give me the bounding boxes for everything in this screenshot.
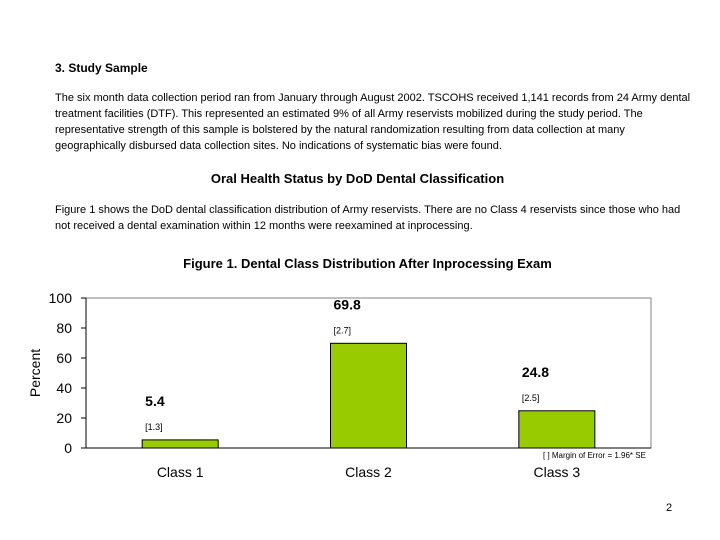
page-number: 2 [666,502,673,514]
margin-of-error-label: [2.7] [334,325,352,335]
y-tick-label: 80 [56,320,72,336]
oral-health-heading: Oral Health Status by DoD Dental Classif… [210,171,505,186]
data-label: 69.8 [334,296,361,312]
bar-class-2 [330,342,407,449]
y-tick-label: 20 [56,410,72,426]
y-tick-label: 0 [64,440,72,456]
figure-title: Figure 1. Dental Class Distribution Afte… [183,256,552,271]
bar-class-1 [141,439,219,449]
section-heading: 3. Study Sample [55,61,148,75]
x-tick-label: Class 3 [533,464,580,480]
y-tick-label: 40 [56,380,72,396]
data-label: 24.8 [522,364,549,380]
study-sample-paragraph: The six month data collection period ran… [55,92,691,152]
data-label: 5.4 [145,393,165,409]
y-tick-label: 100 [49,290,73,306]
x-tick-label: Class 2 [345,464,392,480]
y-tick-label: 60 [56,350,72,366]
margin-of-error-note: [ ] Margin of Error = 1.96* SE [543,451,646,460]
oral-health-paragraph: Figure 1 shows the DoD dental classifica… [55,204,681,232]
margin-of-error-label: [2.5] [522,393,540,403]
bar-chart: 0 20 40 60 80 100 Percent 5.4 [1.3] Class 1 69.8… [27,290,652,480]
x-tick-label: Class 1 [157,464,204,480]
margin-of-error-label: [1.3] [145,422,163,432]
y-axis-label: Percent [27,349,43,397]
bar-class-3 [518,410,596,449]
